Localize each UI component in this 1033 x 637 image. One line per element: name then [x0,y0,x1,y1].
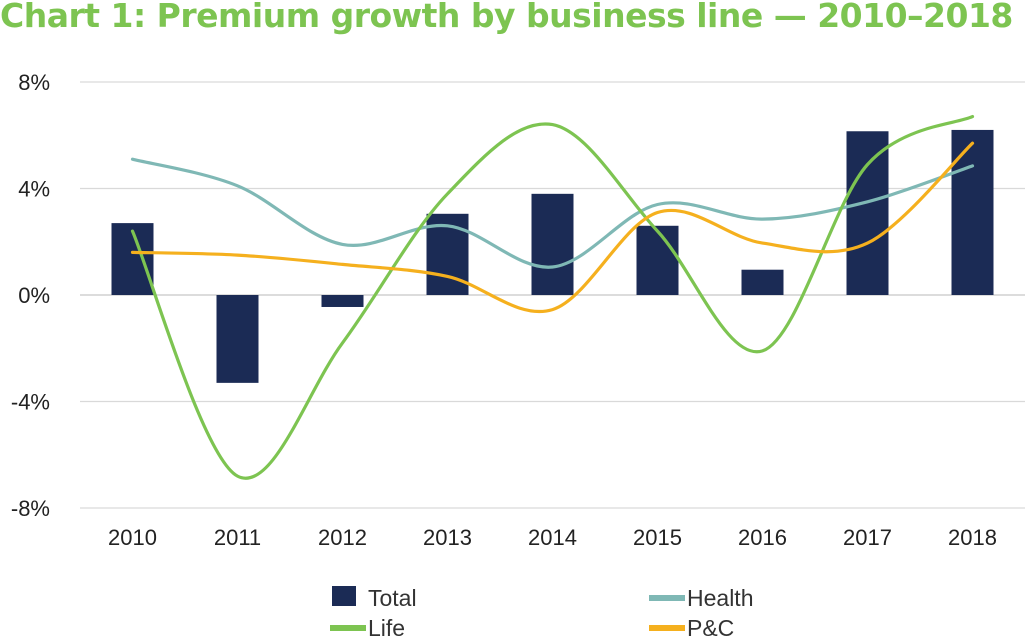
y-tick-label: 0% [18,283,50,308]
x-tick-label: 2013 [423,525,472,550]
legend-swatch-life [330,625,366,631]
bar-total [216,295,259,383]
y-tick-label: -8% [11,496,50,521]
bar-total [531,193,574,295]
x-tick-label: 2016 [738,525,787,550]
bar-total [636,225,679,295]
x-tick-label: 2010 [108,525,157,550]
chart-title: Chart 1: Premium growth by business line… [0,0,1013,35]
x-tick-label: 2012 [318,525,367,550]
bar-total [741,269,784,295]
line-pc [130,141,975,313]
x-tick-label: 2014 [528,525,577,550]
total-bars [111,129,994,383]
y-tick-label: -4% [11,390,50,415]
x-tick-label: 2015 [633,525,682,550]
line-health [130,157,975,269]
x-tick-label: 2011 [214,525,261,550]
x-tick-label: 2017 [843,525,892,550]
axis-labels: 8% 4% 0% -4% -8% 2010 2011 2012 2013 2014 2015 2016… [11,70,997,550]
legend-label: Health [687,585,753,611]
legend: Total Health Life P&C [330,585,753,637]
legend-swatch-health [649,595,685,601]
bar-total [846,131,889,295]
legend-swatch-pc [649,625,685,631]
legend-label: P&C [687,615,734,637]
y-tick-label: 4% [18,177,50,202]
x-tick-label: 2018 [948,525,997,550]
y-tick-label: 8% [18,70,50,95]
legend-label: Life [368,615,405,637]
bar-total [321,295,364,307]
line-life [130,115,975,480]
bar-total [951,129,994,295]
series-lines [130,115,975,480]
legend-swatch-total [332,586,356,606]
legend-label: Total [368,585,417,611]
